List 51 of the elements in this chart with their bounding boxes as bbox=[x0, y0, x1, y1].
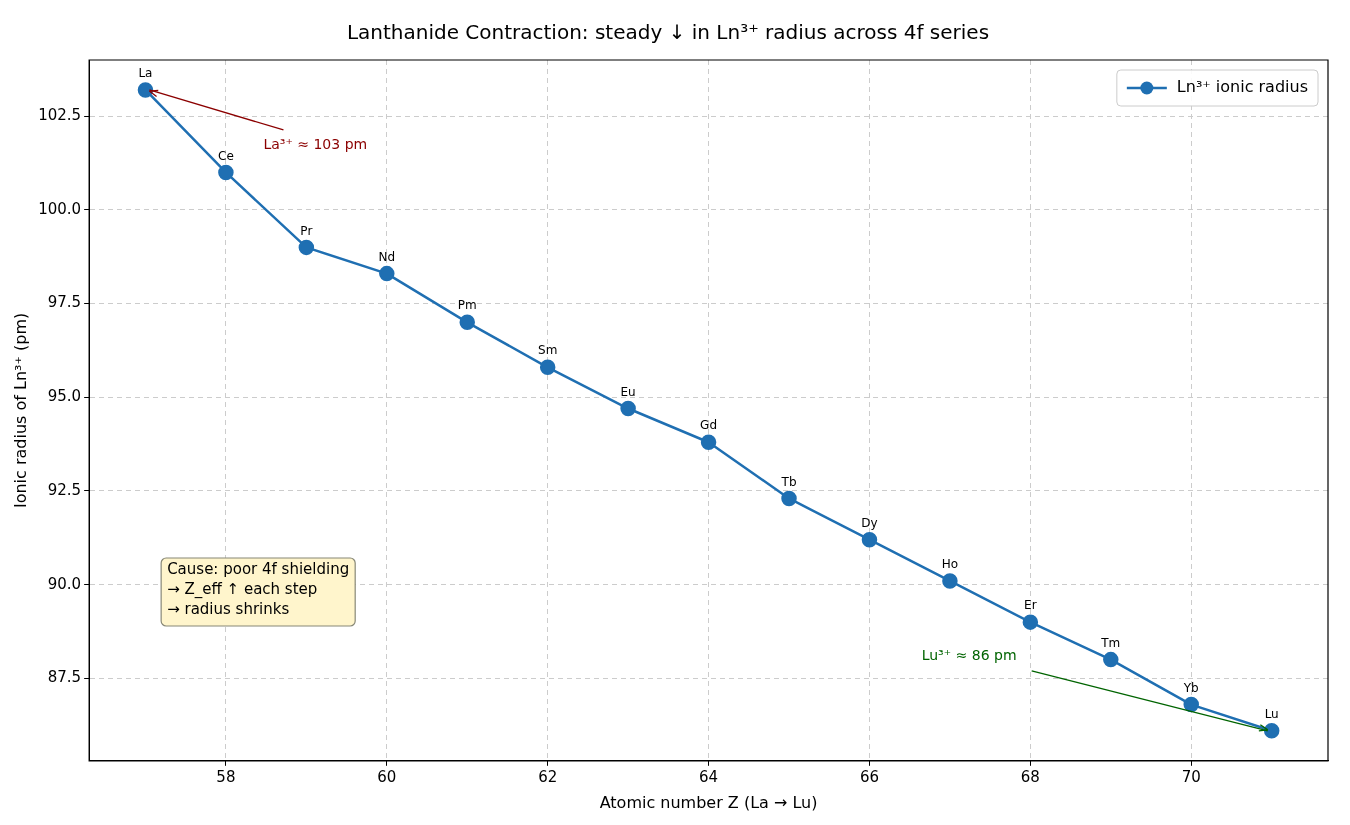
x-tick-label: 70 bbox=[1181, 767, 1201, 786]
point bbox=[1103, 651, 1119, 668]
point bbox=[1022, 614, 1039, 630]
data-label: Eu bbox=[620, 384, 636, 399]
point bbox=[781, 490, 797, 507]
point bbox=[700, 434, 717, 451]
data-label: Tm bbox=[1100, 635, 1121, 650]
data-label: Pr bbox=[300, 223, 313, 238]
data-label: La bbox=[138, 66, 153, 81]
y-tick-label: 100.0 bbox=[38, 199, 82, 218]
point bbox=[298, 239, 315, 256]
point bbox=[137, 82, 154, 98]
data-label: Tb bbox=[780, 474, 797, 489]
point bbox=[539, 359, 556, 376]
data-label: Yb bbox=[1182, 680, 1199, 695]
point bbox=[1183, 696, 1199, 713]
y-tick-label: 87.5 bbox=[47, 668, 82, 687]
y-tick-label: 95.0 bbox=[47, 387, 82, 406]
data-label: Er bbox=[1024, 598, 1037, 613]
data-label: Pm bbox=[457, 298, 477, 313]
data-label: Sm bbox=[538, 343, 558, 358]
point bbox=[861, 531, 878, 548]
point bbox=[379, 265, 395, 282]
chart-title: Lanthanide Contraction: steady ↓ in Ln³⁺ radius across 4f series bbox=[346, 20, 990, 45]
data-label: Ho bbox=[941, 557, 959, 572]
data-label: Dy bbox=[861, 515, 878, 530]
legend-label: Ln³⁺ ionic radius bbox=[1176, 77, 1309, 97]
point bbox=[218, 164, 234, 181]
point bbox=[620, 400, 636, 417]
annotation: Lu³⁺ ≈ 86 pm bbox=[921, 647, 1017, 664]
data-label: Ce bbox=[218, 148, 234, 163]
point bbox=[942, 573, 958, 589]
y-tick-label: 102.5 bbox=[38, 106, 82, 125]
x-tick-label: 60 bbox=[377, 767, 397, 786]
data-label: Nd bbox=[378, 249, 396, 264]
x-tick-label: 62 bbox=[538, 767, 558, 786]
y-axis-title: Ionic radius of Ln³⁺ (pm) bbox=[10, 312, 30, 509]
point bbox=[459, 314, 475, 331]
x-tick-label: 58 bbox=[216, 767, 236, 786]
x-tick-label: 64 bbox=[699, 767, 719, 786]
x-tick-label: 66 bbox=[859, 767, 880, 786]
x-axis-title: Atomic number Z (La → Lu) bbox=[599, 792, 818, 812]
annotation: La³⁺ ≈ 103 pm bbox=[263, 135, 368, 152]
y-tick-label: 97.5 bbox=[47, 293, 82, 312]
y-tick-label: 90.0 bbox=[47, 574, 82, 593]
y-tick-label: 92.5 bbox=[47, 480, 82, 499]
point bbox=[1263, 723, 1280, 739]
annotation: Cause: poor 4f shielding → Z_eff ↑ each step → radius shrinks bbox=[167, 560, 350, 619]
x-tick-label: 68 bbox=[1020, 767, 1040, 786]
data-label: Lu bbox=[1264, 706, 1279, 721]
data-label: Gd bbox=[700, 418, 718, 433]
